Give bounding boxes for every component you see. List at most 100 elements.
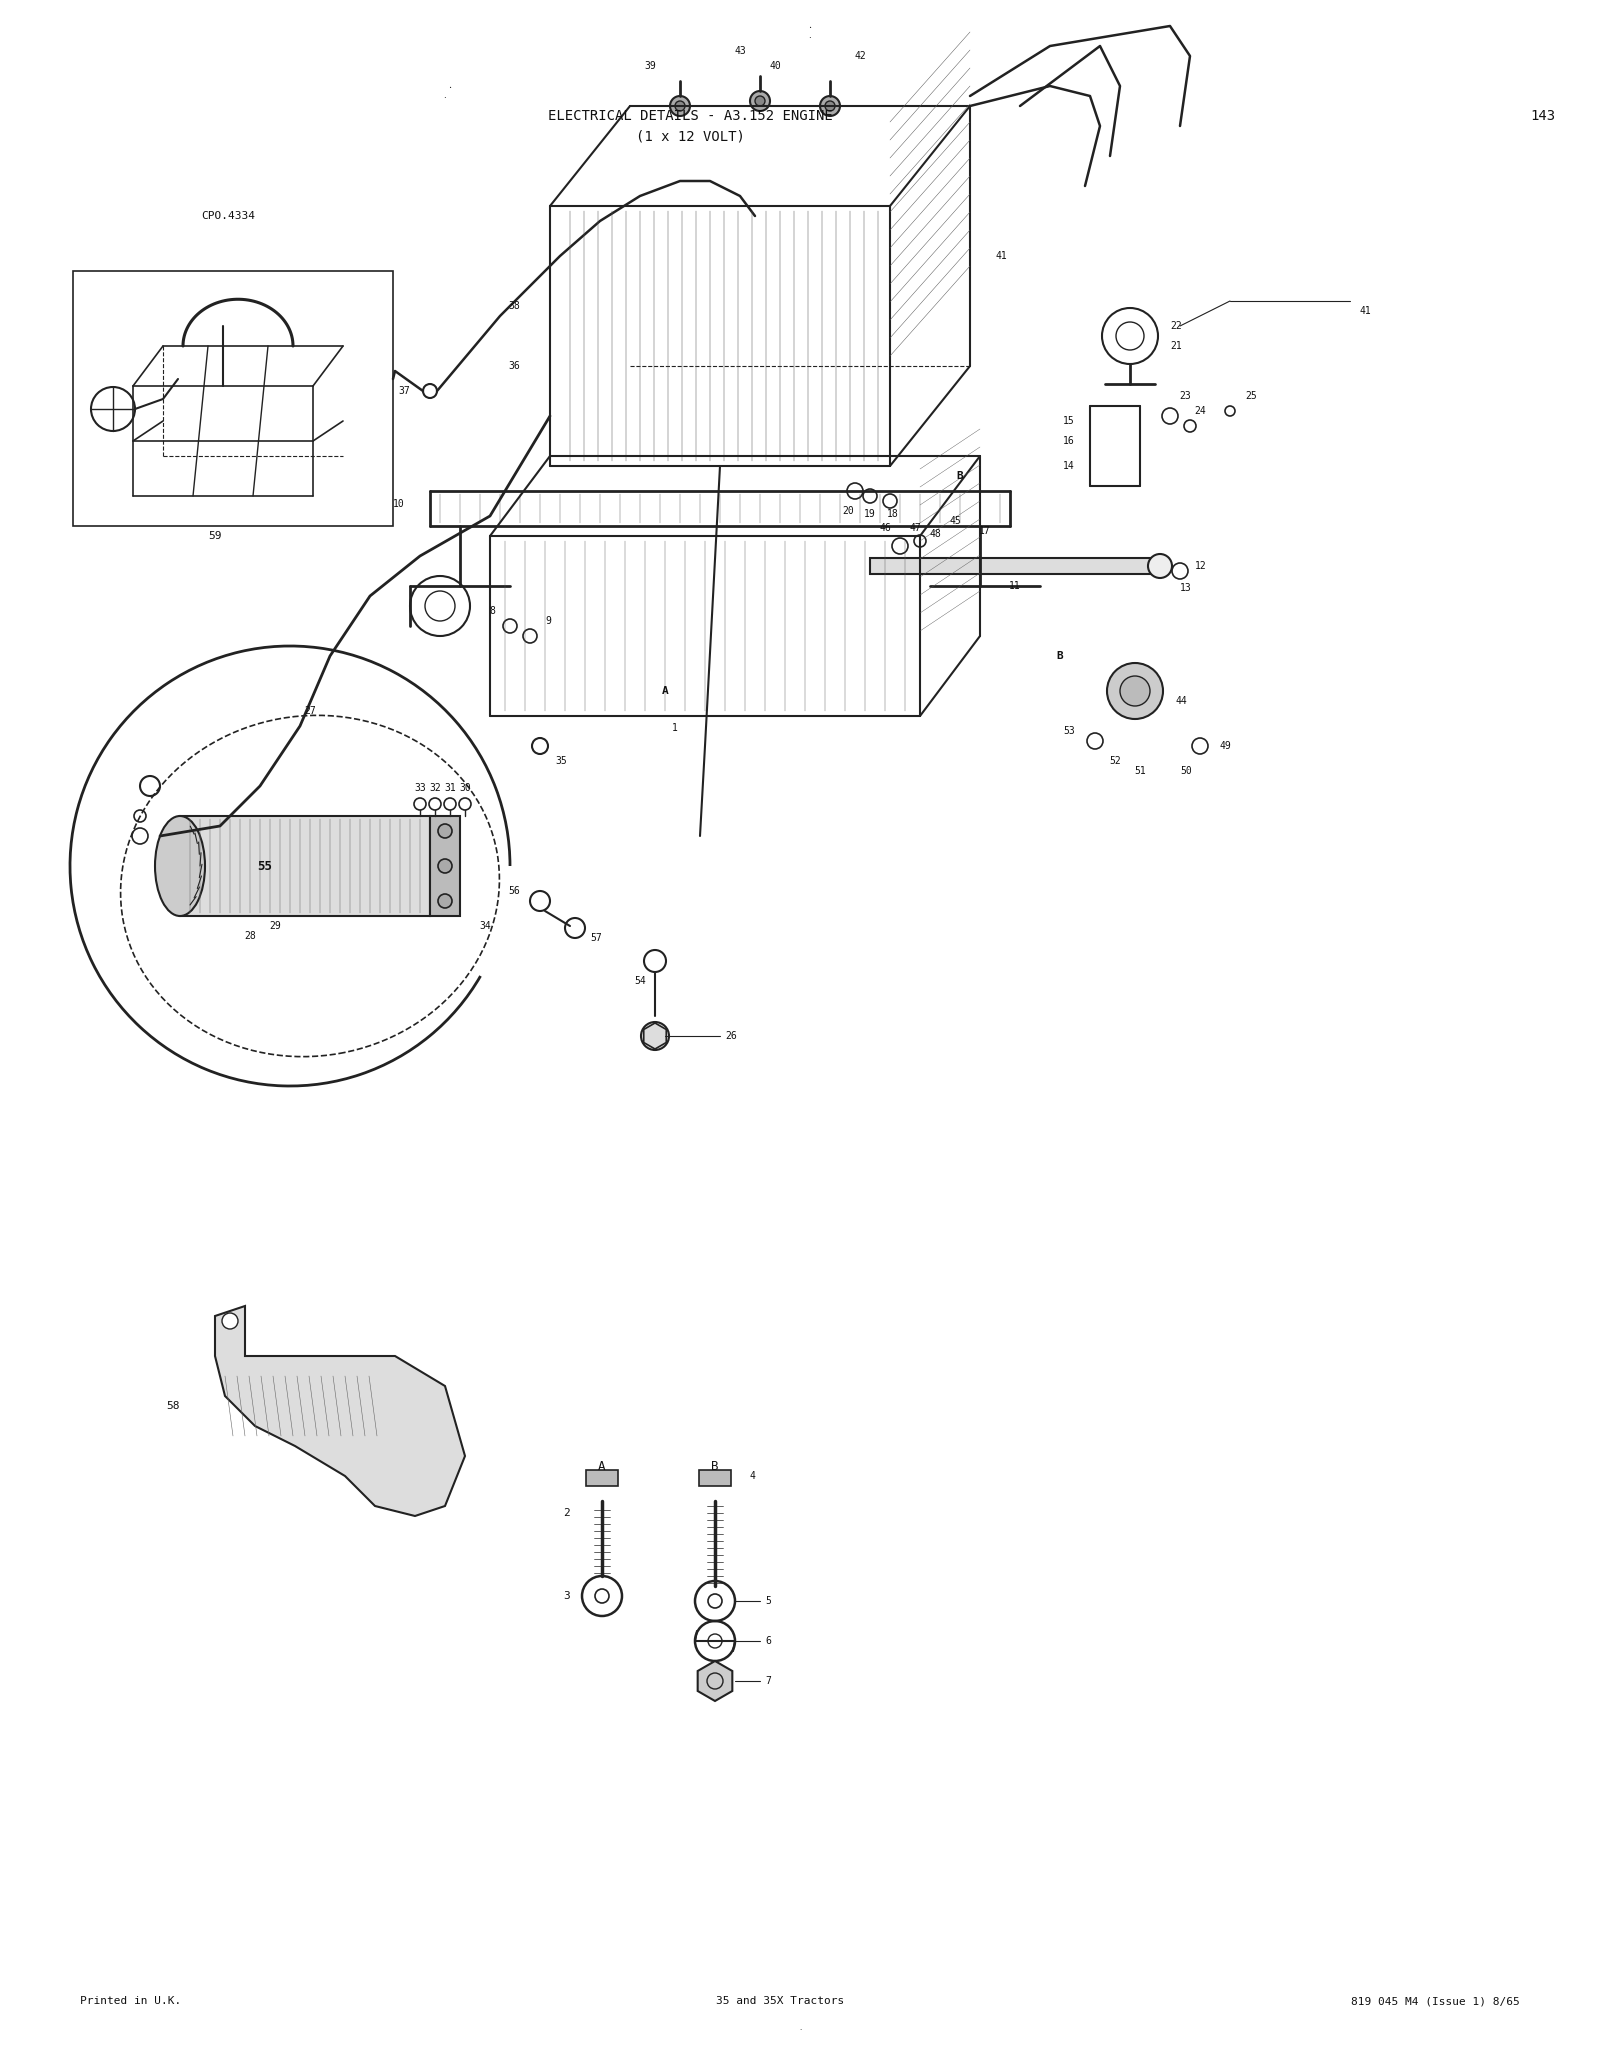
Text: 6: 6 [765, 1637, 771, 1647]
Text: 31: 31 [445, 783, 456, 794]
Text: A: A [662, 687, 669, 697]
Text: 8: 8 [490, 607, 494, 617]
Text: 36: 36 [509, 362, 520, 370]
Text: 25: 25 [1245, 391, 1256, 401]
Text: 18: 18 [886, 510, 899, 518]
Text: 43: 43 [734, 45, 746, 56]
Circle shape [642, 1022, 669, 1051]
Text: 32: 32 [429, 783, 442, 794]
Text: 819 045 M4 (Issue 1) 8/65: 819 045 M4 (Issue 1) 8/65 [1352, 1996, 1520, 2007]
Text: 44: 44 [1174, 697, 1187, 705]
Text: B: B [1056, 652, 1064, 660]
Text: 55: 55 [258, 859, 272, 872]
Text: 16: 16 [1064, 436, 1075, 446]
Text: 19: 19 [864, 510, 875, 518]
Bar [74, 271, 394, 526]
Circle shape [222, 1314, 238, 1328]
Text: 20: 20 [842, 506, 854, 516]
Text: 30: 30 [459, 783, 470, 794]
Text: 48: 48 [930, 528, 941, 539]
Text: 4: 4 [750, 1470, 755, 1480]
Bar [699, 1470, 731, 1486]
Text: 34: 34 [478, 921, 491, 931]
Text: 14: 14 [1064, 461, 1075, 471]
Text: 3: 3 [563, 1591, 570, 1602]
Polygon shape [214, 1306, 466, 1515]
Text: 27: 27 [304, 705, 315, 715]
Text: B: B [712, 1460, 718, 1472]
Ellipse shape [155, 816, 205, 917]
Text: 35 and 35X Tractors: 35 and 35X Tractors [715, 1996, 845, 2007]
Bar [586, 1470, 618, 1486]
Circle shape [755, 97, 765, 107]
Text: 38: 38 [509, 300, 520, 310]
Text: 15: 15 [1064, 415, 1075, 426]
Text: 11: 11 [1010, 582, 1021, 590]
Text: 21: 21 [1170, 341, 1182, 352]
Circle shape [1120, 676, 1150, 705]
Text: 47: 47 [909, 522, 922, 533]
Text: 41: 41 [1360, 306, 1371, 317]
Bar [430, 816, 461, 917]
Text: 45: 45 [949, 516, 962, 526]
Text: 46: 46 [878, 522, 891, 533]
Text: 59: 59 [208, 530, 222, 541]
Text: 41: 41 [995, 251, 1006, 261]
Text: 26: 26 [725, 1030, 736, 1040]
Text: 22: 22 [1170, 321, 1182, 331]
Text: ELECTRICAL DETAILS - A3.152 ENGINE: ELECTRICAL DETAILS - A3.152 ENGINE [547, 109, 832, 123]
Text: 17: 17 [979, 526, 990, 537]
Circle shape [826, 101, 835, 111]
Text: 2: 2 [563, 1507, 570, 1517]
Text: 58: 58 [166, 1400, 179, 1410]
Text: 9: 9 [546, 617, 550, 625]
Text: 143: 143 [1530, 109, 1555, 123]
Circle shape [438, 894, 453, 909]
Text: B: B [957, 471, 963, 481]
Text: 12: 12 [1195, 561, 1206, 572]
Circle shape [1149, 553, 1171, 578]
Text: 54: 54 [634, 977, 646, 987]
Text: Printed in U.K.: Printed in U.K. [80, 1996, 181, 2007]
Circle shape [670, 97, 690, 115]
Text: 56: 56 [509, 886, 520, 896]
Text: 13: 13 [1181, 584, 1192, 592]
Text: 33: 33 [414, 783, 426, 794]
Text: .: . [443, 93, 446, 101]
Text: 53: 53 [1064, 726, 1075, 736]
Circle shape [1107, 662, 1163, 720]
Text: 49: 49 [1221, 740, 1232, 750]
Polygon shape [698, 1661, 733, 1700]
Text: .: . [798, 2023, 802, 2031]
Text: .: . [808, 33, 811, 39]
Text: 29: 29 [269, 921, 282, 931]
Text: 39: 39 [645, 62, 656, 72]
Circle shape [438, 824, 453, 839]
Text: 10: 10 [394, 500, 405, 510]
Text: 35: 35 [555, 757, 566, 767]
Text: .: . [808, 21, 811, 31]
Text: 28: 28 [245, 931, 256, 942]
Text: 50: 50 [1181, 767, 1192, 775]
Text: (1 x 12 VOLT): (1 x 12 VOLT) [635, 130, 744, 144]
Text: A: A [598, 1460, 606, 1472]
Text: 40: 40 [770, 62, 781, 72]
Circle shape [675, 101, 685, 111]
Circle shape [819, 97, 840, 115]
Text: 52: 52 [1109, 757, 1122, 767]
Text: 57: 57 [590, 933, 602, 944]
Circle shape [438, 859, 453, 874]
Text: 23: 23 [1179, 391, 1190, 401]
Text: CPO.4334: CPO.4334 [202, 212, 254, 220]
Bar [870, 557, 1160, 574]
Bar [179, 816, 430, 917]
Text: 1: 1 [672, 724, 678, 734]
Text: 5: 5 [765, 1595, 771, 1606]
Text: .: . [448, 82, 451, 90]
Text: 42: 42 [854, 51, 866, 62]
Text: 51: 51 [1134, 767, 1146, 775]
Text: 37: 37 [398, 387, 410, 397]
Text: 24: 24 [1194, 405, 1206, 415]
Circle shape [750, 90, 770, 111]
Text: 7: 7 [765, 1676, 771, 1686]
